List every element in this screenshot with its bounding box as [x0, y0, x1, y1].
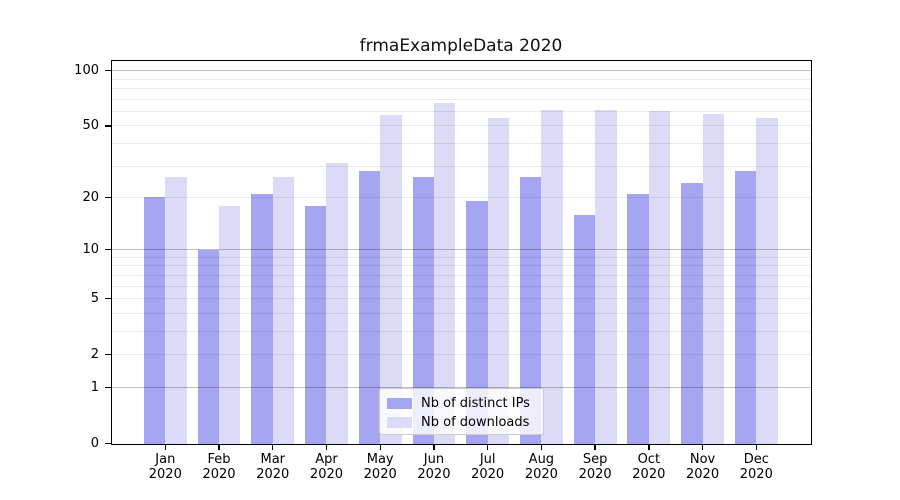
- bar-downloads-dec: [756, 118, 778, 444]
- bar-distinct-ips-jul: [466, 201, 488, 444]
- bar-distinct-ips-sep: [573, 214, 596, 444]
- x-tick-mark: [755, 444, 757, 450]
- legend-item-downloads: Nb of downloads: [387, 414, 543, 431]
- y-tick-mark: [105, 353, 111, 356]
- bar-downloads-apr: [326, 163, 348, 444]
- gridline-minor: [112, 196, 811, 198]
- x-tick-mark: [433, 444, 435, 450]
- gridline-minor: [112, 298, 811, 300]
- y-axis-tick-label: 0: [90, 435, 99, 451]
- gridline-major: [112, 249, 811, 251]
- gridline-minor: [112, 256, 811, 258]
- bar-distinct-ips-jun: [412, 177, 434, 444]
- y-axis-tick-label: 1: [90, 379, 99, 395]
- x-tick-mark: [540, 444, 543, 450]
- x-axis-tick-label: Feb 2020: [202, 452, 236, 482]
- bar-distinct-ips-jan: [143, 197, 166, 444]
- bar-distinct-ips-dec: [734, 171, 757, 444]
- gridline-minor: [112, 274, 811, 276]
- x-axis-tick-label: Oct 2020: [632, 452, 666, 482]
- legend-swatch-distinct-ips: [387, 397, 412, 410]
- gridline-minor: [112, 330, 811, 332]
- gridline-minor: [112, 312, 811, 314]
- x-tick-mark: [379, 444, 381, 450]
- bar-downloads-feb: [219, 205, 241, 444]
- y-axis-tick-label: 100: [74, 63, 99, 79]
- x-axis-tick-label: Nov 2020: [686, 452, 720, 482]
- legend-label-downloads: Nb of downloads: [421, 414, 530, 430]
- bar-downloads-sep: [595, 110, 617, 444]
- y-tick-mark: [105, 297, 111, 300]
- x-tick-mark: [325, 444, 328, 450]
- gridline-minor: [112, 165, 811, 167]
- gridline-minor: [112, 78, 811, 80]
- legend: Nb of distinct IPs Nb of downloads: [379, 388, 544, 435]
- chart-title: frmaExampleData 2020: [359, 36, 563, 56]
- gridline-minor: [112, 98, 811, 100]
- x-axis-tick-label: Aug 2020: [524, 452, 558, 482]
- legend-swatch-downloads: [387, 416, 412, 429]
- bar-distinct-ips-apr: [305, 205, 327, 444]
- bar-distinct-ips-mar: [251, 193, 273, 444]
- bar-distinct-ips-oct: [627, 193, 649, 444]
- bar-distinct-ips-feb: [197, 249, 220, 444]
- gridline-major: [112, 386, 811, 388]
- x-axis-tick-label: Jul 2020: [471, 452, 505, 482]
- x-axis-tick-label: Dec 2020: [739, 452, 773, 482]
- bar-downloads-oct: [648, 111, 671, 444]
- bar-downloads-may: [380, 115, 402, 444]
- x-tick-mark: [486, 444, 489, 450]
- x-tick-mark: [272, 444, 274, 450]
- y-tick-mark: [105, 248, 111, 251]
- y-tick-mark: [105, 196, 111, 199]
- gridline-major: [112, 70, 811, 72]
- gridline-minor: [112, 285, 811, 287]
- x-tick-mark: [701, 444, 704, 450]
- x-axis-tick-label: Mar 2020: [256, 452, 290, 482]
- gridline-minor: [112, 354, 811, 356]
- bar-distinct-ips-may: [358, 171, 381, 444]
- y-axis-tick-label: 50: [82, 118, 99, 134]
- x-axis-tick-label: Apr 2020: [309, 452, 344, 482]
- gridline-minor: [112, 125, 811, 127]
- x-tick-mark: [648, 444, 650, 450]
- y-tick-mark: [105, 442, 111, 444]
- gridline-minor: [112, 265, 811, 267]
- bar-distinct-ips-aug: [519, 177, 542, 444]
- y-axis-tick-label: 20: [82, 189, 99, 205]
- y-axis-tick-label: 10: [82, 242, 99, 258]
- bar-distinct-ips-nov: [681, 183, 703, 444]
- bar-downloads-jan: [165, 177, 187, 444]
- x-tick-mark: [218, 444, 220, 450]
- x-tick-mark: [594, 444, 596, 450]
- x-tick-mark: [164, 444, 166, 450]
- bar-downloads-aug: [541, 110, 563, 444]
- x-axis-tick-label: Jan 2020: [148, 452, 182, 482]
- bar-downloads-mar: [272, 177, 295, 444]
- bar-downloads-jun: [433, 102, 456, 444]
- bar-downloads-nov: [702, 114, 724, 444]
- legend-label-distinct-ips: Nb of distinct IPs: [421, 395, 530, 411]
- gridline-minor: [112, 87, 811, 89]
- x-axis-tick-label: Jun 2020: [417, 452, 451, 482]
- y-axis-tick-label: 2: [90, 347, 99, 363]
- x-axis-tick-label: Sep 2020: [578, 452, 612, 482]
- gridline-minor: [112, 110, 811, 112]
- bar-downloads-jul: [487, 118, 510, 444]
- gridline-minor: [112, 142, 811, 144]
- x-axis-tick-label: May 2020: [363, 452, 397, 482]
- y-tick-mark: [105, 69, 111, 72]
- y-tick-mark: [105, 386, 111, 389]
- y-axis-tick-label: 5: [90, 291, 99, 307]
- legend-item-distinct-ips: Nb of distinct IPs: [387, 395, 543, 412]
- y-tick-mark: [105, 125, 111, 127]
